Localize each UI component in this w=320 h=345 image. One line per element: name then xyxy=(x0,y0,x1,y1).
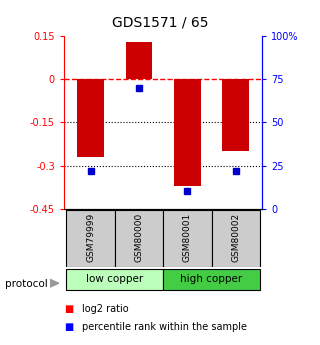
Bar xyxy=(67,210,115,267)
Text: GSM79999: GSM79999 xyxy=(86,213,95,263)
Text: ■: ■ xyxy=(64,322,73,332)
Text: low copper: low copper xyxy=(86,274,143,284)
Text: GDS1571 / 65: GDS1571 / 65 xyxy=(112,16,208,30)
Bar xyxy=(174,79,201,186)
Text: GSM80001: GSM80001 xyxy=(183,213,192,263)
Text: GSM80000: GSM80000 xyxy=(134,213,143,263)
Text: GSM80002: GSM80002 xyxy=(231,213,240,262)
Bar xyxy=(163,269,260,290)
Bar xyxy=(77,79,104,157)
Bar xyxy=(222,79,249,151)
Bar xyxy=(212,210,260,267)
Text: log2 ratio: log2 ratio xyxy=(82,304,128,314)
Bar xyxy=(163,210,212,267)
Polygon shape xyxy=(50,279,59,287)
Bar xyxy=(115,210,163,267)
Bar xyxy=(126,42,152,79)
Text: percentile rank within the sample: percentile rank within the sample xyxy=(82,322,247,332)
Text: protocol: protocol xyxy=(5,279,48,288)
Text: high copper: high copper xyxy=(180,274,243,284)
Text: ■: ■ xyxy=(64,304,73,314)
Bar xyxy=(67,269,163,290)
